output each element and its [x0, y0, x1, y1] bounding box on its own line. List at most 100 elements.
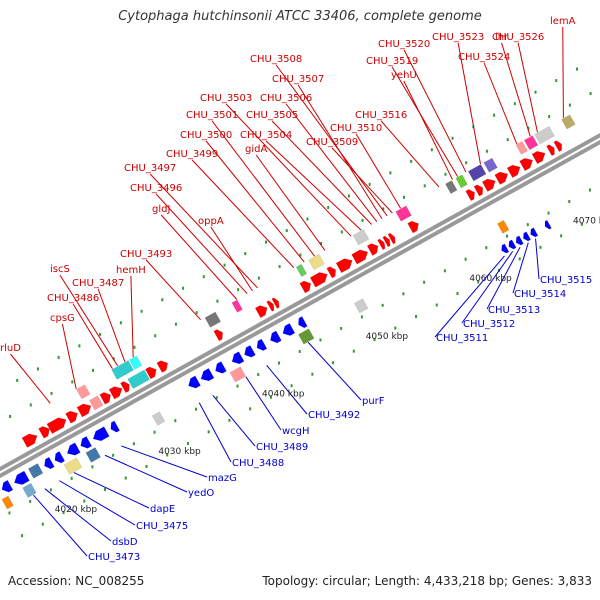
backbone-reverse-strand [0, 139, 600, 479]
tick-mark [9, 414, 12, 418]
gene-shape [506, 164, 521, 178]
tick-mark [394, 326, 397, 330]
scale-label: 4070 kbp [573, 217, 600, 227]
reverse-gene-2 [27, 463, 44, 479]
gene-shape [473, 184, 484, 197]
gene-shape [54, 451, 66, 464]
reverse-far-gene-3 [523, 231, 532, 242]
reverse-gene-1 [14, 470, 30, 485]
reverse-lower-gene-8 [497, 219, 510, 234]
forward-gene-8 [108, 386, 123, 400]
tick-mark [182, 286, 185, 290]
gene-shape [66, 442, 81, 456]
gene-shape [46, 417, 67, 435]
gene-shape [99, 392, 111, 405]
forward-label-leader [501, 42, 531, 137]
tick-mark [228, 418, 231, 422]
forward-gene-33 [531, 151, 546, 165]
tick-mark [381, 303, 384, 307]
gene-shape [244, 344, 256, 358]
tick-mark [153, 430, 156, 434]
reverse-gene-11 [215, 361, 227, 374]
forward-gene-label: CHU_3499 [166, 149, 218, 160]
gene-shape [515, 141, 528, 155]
forward-gene-label: CHU_3519 [366, 56, 418, 67]
tick-mark [70, 476, 73, 480]
gene-shape [89, 395, 104, 411]
tick-mark [50, 391, 53, 395]
reverse-gene-label: CHU_3488 [232, 458, 284, 469]
tick-mark [195, 311, 198, 315]
gene-shape [561, 114, 576, 130]
gene-shape [76, 384, 91, 400]
reverse-far-gene-5 [544, 219, 552, 230]
gene-shape [298, 328, 315, 345]
forward-gene-label: oppA [198, 216, 224, 227]
tick-mark [340, 326, 343, 330]
gene-shape [467, 164, 487, 182]
tick-mark [29, 499, 32, 503]
gene-shape [266, 300, 275, 312]
forward-label-leader [210, 226, 253, 292]
tick-mark [49, 488, 52, 492]
tick-mark [62, 511, 65, 515]
tick-mark [382, 207, 385, 211]
forward-label-leader [10, 353, 51, 404]
reverse-lower-gene-7 [354, 298, 369, 314]
forward-label-leader [285, 103, 378, 222]
tick-mark [140, 309, 143, 313]
tick-mark [57, 355, 60, 359]
reverse-gene-label: purF [362, 396, 385, 407]
tick-mark [555, 79, 558, 83]
gene-shape [85, 447, 101, 463]
reverse-gene-label: wcgH [282, 426, 310, 437]
reverse-gene-3 [44, 456, 55, 470]
gene-shape [120, 381, 130, 394]
forward-upper-gene-2 [128, 355, 143, 370]
reverse-label-leader [212, 394, 256, 447]
forward-gene-24 [382, 235, 391, 248]
reverse-label-leader [307, 341, 362, 401]
map-title: Cytophaga hutchinsonii ATCC 33406, compl… [118, 9, 482, 24]
reverse-gene-15 [270, 330, 282, 344]
gene-shape [213, 329, 223, 342]
tick-mark [464, 257, 467, 261]
tick-mark [444, 172, 447, 176]
scale-label: 4060 kbp [469, 274, 512, 284]
forward-gene-17 [299, 280, 312, 294]
forward-gene-label: CHU_3504 [240, 130, 292, 141]
forward-gene-31 [506, 164, 521, 178]
gene-shape [22, 482, 37, 498]
gene-shape [387, 232, 396, 245]
forward-gene-3 [46, 417, 67, 435]
forward-gene-27 [465, 189, 475, 202]
gene-shape [110, 420, 121, 433]
tick-mark [202, 275, 205, 279]
forward-gene-12 [156, 360, 169, 373]
gene-shape [523, 135, 539, 151]
tick-mark [518, 257, 521, 261]
forward-gene-label: CHU_3523 [432, 32, 484, 43]
reverse-gene-9 [188, 375, 201, 389]
tick-mark [389, 171, 392, 175]
tick-mark [186, 441, 189, 445]
tick-mark [257, 276, 260, 280]
forward-upper-gene-14 [523, 135, 539, 151]
tick-mark [352, 349, 355, 353]
forward-gene-14 [254, 305, 268, 319]
reverse-lower-gene-5 [229, 366, 247, 383]
forward-gene-30 [494, 171, 509, 185]
tick-mark [319, 338, 322, 342]
tick-mark [112, 453, 115, 457]
forward-upper-gene-13 [515, 141, 528, 155]
forward-gene-35 [553, 140, 562, 153]
gene-shape [229, 366, 247, 383]
gene-shape [80, 436, 93, 449]
genome-backbone [0, 132, 600, 479]
tick-mark [244, 252, 247, 256]
tick-mark [485, 246, 488, 250]
tick-mark [493, 113, 496, 117]
reverse-far-gene-4 [530, 227, 539, 238]
forward-gene-label: yehU [391, 70, 417, 81]
